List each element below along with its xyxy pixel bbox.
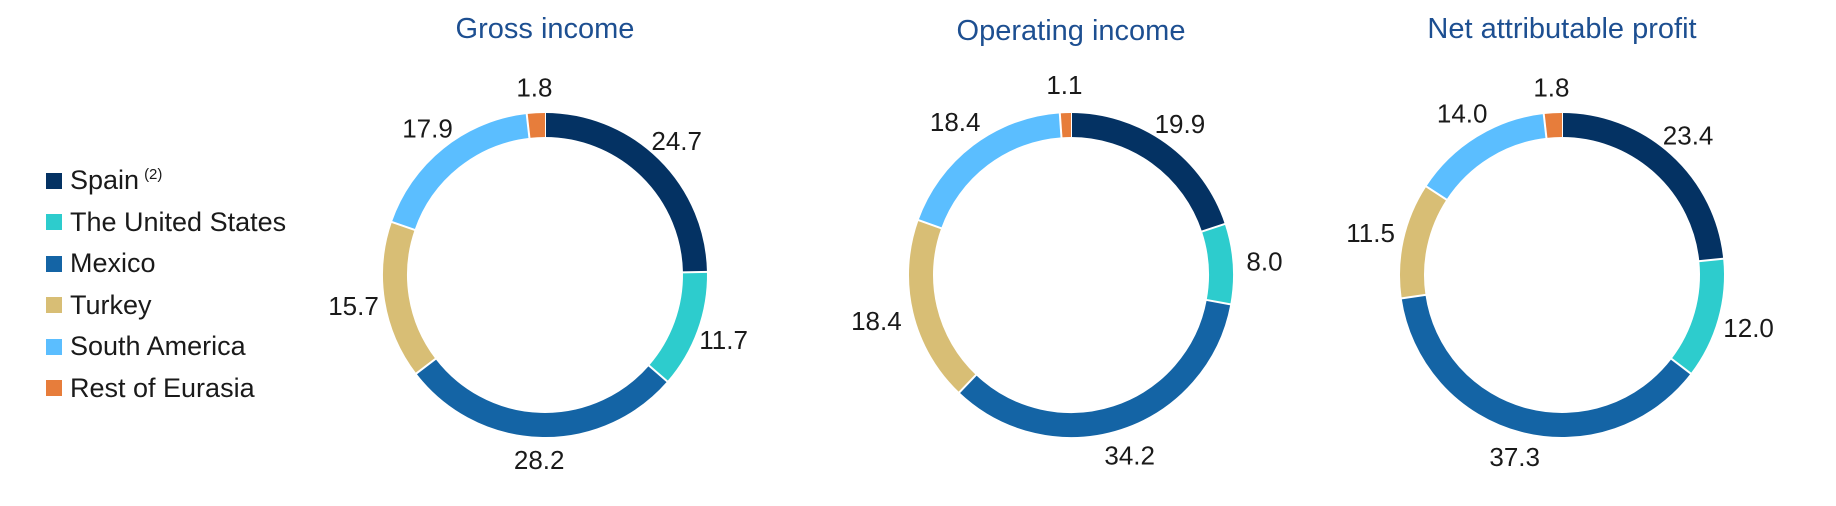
data-label-spain: 24.7 (651, 126, 702, 156)
donut-chart-net-attributable-profit: Net attributable profit 23.4 12.0 37.3 11.5 1… (1346, 13, 1774, 472)
slice-the-united-states (658, 272, 695, 373)
legend-item-united-states: The United States (46, 202, 366, 244)
data-label-south-america: 14.0 (1437, 98, 1488, 128)
legend-item-spain: Spain (2) (46, 160, 366, 202)
chart-title: Operating income (957, 15, 1186, 47)
data-label-the-united-states: 8.0 (1246, 247, 1282, 277)
legend-label-south-america: South America (70, 331, 246, 362)
data-label-rest-of-eurasia: 1.1 (1046, 70, 1082, 100)
slice-mexico (1414, 297, 1682, 425)
legend-swatch-turkey (46, 297, 62, 313)
slice-turkey (921, 224, 968, 384)
slice-spain (1071, 125, 1213, 228)
legend-item-mexico: Mexico (46, 243, 366, 285)
data-label-the-united-states: 12.0 (1723, 313, 1774, 343)
slice-rest-of-eurasia (528, 125, 545, 126)
data-label-spain: 23.4 (1663, 121, 1714, 151)
legend-swatch-united-states (46, 214, 62, 230)
data-label-turkey: 18.4 (851, 306, 902, 336)
data-label-the-united-states: 11.7 (699, 325, 748, 355)
legend: Spain (2) The United States Mexico Turkey… (46, 160, 366, 409)
chart-title: Gross income (456, 13, 635, 45)
slice-south-america (1436, 126, 1545, 193)
data-label-turkey: 11.5 (1346, 218, 1395, 248)
slice-turkey (395, 226, 426, 366)
data-label-rest-of-eurasia: 1.8 (516, 72, 552, 102)
legend-note-spain: (2) (144, 166, 162, 183)
legend-label-turkey: Turkey (70, 290, 152, 321)
legend-swatch-south-america (46, 339, 62, 355)
legend-swatch-rest-of-eurasia (46, 380, 62, 396)
legend-item-turkey: Turkey (46, 285, 366, 327)
slice-turkey (1412, 193, 1436, 297)
data-label-south-america: 17.9 (402, 113, 453, 143)
data-label-mexico: 28.2 (514, 445, 565, 475)
data-label-rest-of-eurasia: 1.8 (1533, 72, 1569, 102)
legend-label-mexico: Mexico (70, 248, 156, 279)
slice-mexico (426, 366, 658, 425)
slice-south-america (930, 125, 1061, 224)
data-label-mexico: 34.2 (1104, 441, 1155, 471)
legend-item-south-america: South America (46, 326, 366, 368)
slice-the-united-states (1681, 260, 1712, 366)
legend-swatch-spain (46, 173, 62, 189)
data-label-south-america: 18.4 (930, 107, 981, 137)
chart-title: Net attributable profit (1427, 13, 1696, 45)
legend-swatch-mexico (46, 256, 62, 272)
legend-label-rest-of-eurasia: Rest of Eurasia (70, 373, 255, 404)
legend-label-spain: Spain (70, 165, 139, 195)
slice-mexico (968, 302, 1219, 425)
slice-rest-of-eurasia (1545, 125, 1562, 126)
legend-label-united-states: The United States (70, 207, 286, 238)
slice-the-united-states (1213, 228, 1221, 302)
legend-item-rest-of-eurasia: Rest of Eurasia (46, 368, 366, 410)
donut-chart-operating-income: Operating income 19.9 8.0 34.2 18.4 18.4 1.1 (851, 15, 1282, 471)
data-label-spain: 19.9 (1155, 109, 1206, 139)
data-label-mexico: 37.3 (1489, 442, 1540, 472)
